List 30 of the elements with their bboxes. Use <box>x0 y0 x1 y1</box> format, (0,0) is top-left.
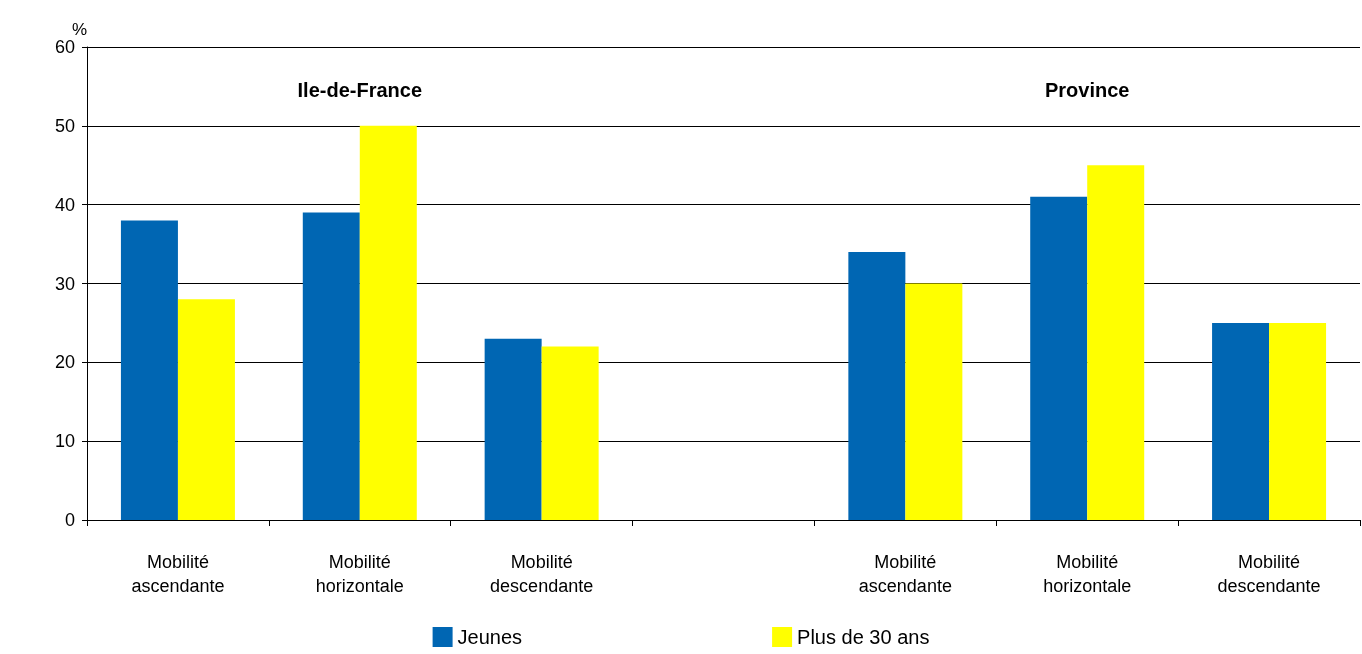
bar <box>484 338 542 520</box>
y-tick-label: 20 <box>54 352 75 373</box>
bar <box>1212 322 1270 520</box>
x-tick-label: Mobilité horizontale <box>315 552 404 596</box>
bar <box>848 251 906 520</box>
x-tick-label: Mobilité descendante <box>1217 552 1321 596</box>
bar <box>541 346 599 520</box>
y-tick-label: 60 <box>54 37 75 57</box>
x-tick-label: Mobilité horizontale <box>1043 552 1132 596</box>
x-tick-label: Mobilité ascendante <box>131 552 225 596</box>
annotation: Province <box>1044 79 1130 101</box>
bar <box>1269 322 1327 520</box>
legend-label: Jeunes <box>457 626 523 648</box>
y-axis-title: % <box>71 20 87 40</box>
bar <box>120 220 178 520</box>
y-tick-label: 0 <box>64 510 75 530</box>
y-tick-label: 10 <box>54 431 75 452</box>
bar <box>1030 196 1088 520</box>
bar <box>1087 165 1145 520</box>
bar <box>302 212 360 520</box>
y-tick-label: 40 <box>54 194 75 215</box>
y-tick-label: 50 <box>54 115 75 136</box>
bar <box>359 125 417 520</box>
y-tick-label: 30 <box>54 273 75 294</box>
x-tick-label: Mobilité ascendante <box>858 552 952 596</box>
annotation: Ile-de-France <box>297 79 423 101</box>
bar <box>177 299 235 520</box>
bar <box>905 283 963 520</box>
legend-label: Plus de 30 ans <box>797 626 930 648</box>
x-tick-label: Mobilité descendante <box>490 552 594 596</box>
